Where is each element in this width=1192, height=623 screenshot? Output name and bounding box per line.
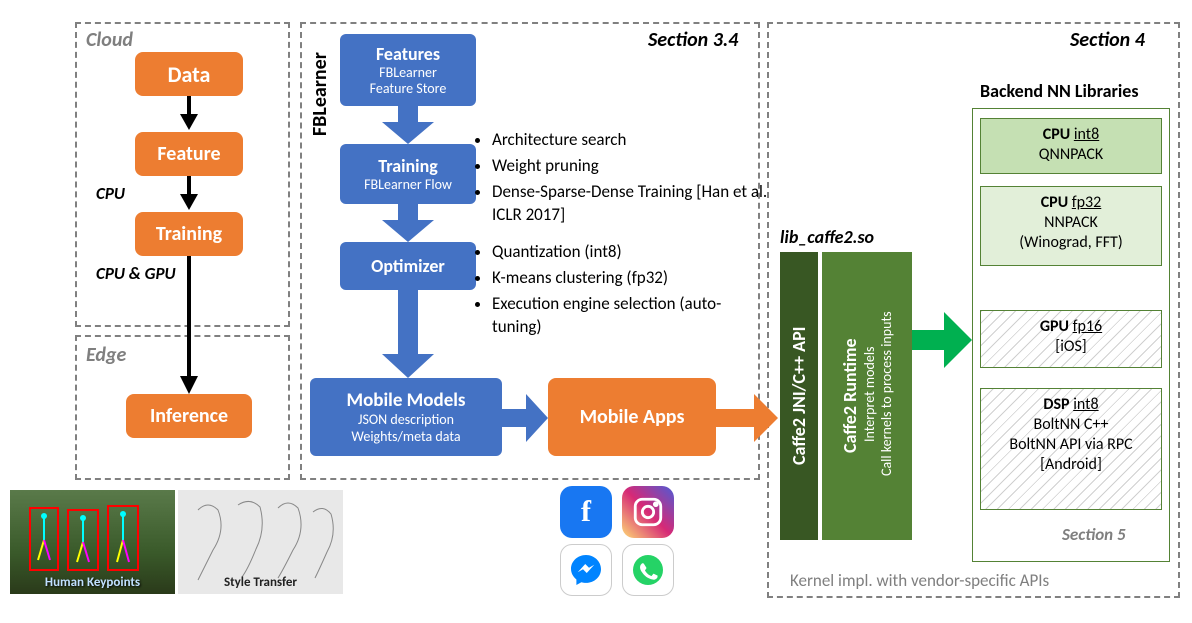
messenger-icon <box>560 544 612 596</box>
box-inference: Inference <box>126 394 252 438</box>
label-section5: Section 5 <box>1062 524 1126 545</box>
arrow-models-apps <box>502 394 548 442</box>
fbl-features-sub1: FBLearner <box>379 65 437 81</box>
arrow-fbl-3 <box>382 290 434 378</box>
bullet: Weight pruning <box>492 154 768 178</box>
box-training-left: Training <box>135 212 243 256</box>
box-feature: Feature <box>135 132 243 176</box>
thumb-hk-label: Human Keypoints <box>45 575 140 590</box>
mobile-apps-label: Mobile Apps <box>580 405 685 429</box>
fbl-training-title: Training <box>378 155 438 177</box>
b0-suf: int8 <box>1074 125 1099 144</box>
backend-dsp-int8: DSP int8 BoltNN C++ BoltNN API via RPC [… <box>980 388 1162 510</box>
box-training-left-label: Training <box>156 222 222 246</box>
b2-suf: fp16 <box>1073 317 1103 336</box>
box-data-label: Data <box>168 61 211 88</box>
b3-hdr: DSP <box>1043 395 1069 414</box>
fbl-features-title: Features <box>376 43 440 65</box>
fbl-optimizer-title: Optimizer <box>371 255 445 277</box>
instagram-icon <box>622 486 674 538</box>
facebook-icon: f <box>560 486 612 538</box>
bullet: Quantization (int8) <box>492 240 758 264</box>
backend-cpu-fp32: CPU fp32 NNPACK (Winograd, FFT) <box>980 186 1162 266</box>
label-cpugpu: CPU & GPU <box>96 263 176 284</box>
b2-hdr: GPU <box>1040 317 1069 336</box>
label-sec4: Section 4 <box>1070 28 1145 52</box>
bullet: Dense-Sparse-Dense Training [Han et al. … <box>492 180 768 228</box>
b1-suf: fp32 <box>1072 193 1102 212</box>
fbl-features-sub2: Feature Store <box>370 81 447 97</box>
label-sec34: Section 3.4 <box>648 28 738 52</box>
lib-caffe2-label: lib_caffe2.so <box>780 226 874 248</box>
b2-body: [iOS] <box>985 337 1157 357</box>
caffe2-api-label: Caffe2 JNI/C++ API <box>788 327 810 465</box>
b1-hdr: CPU <box>1041 193 1068 212</box>
arrow-caffe2-libs <box>912 312 972 368</box>
arrow-data-feature <box>178 96 200 132</box>
bullet: Architecture search <box>492 128 768 152</box>
caffe2-runtime-label: Caffe2 Runtime <box>839 339 861 454</box>
arrow-fbl-2 <box>382 204 434 242</box>
arrow-fbl-1 <box>382 106 434 144</box>
b0-hdr: CPU <box>1043 125 1070 144</box>
b0-body: QNNPACK <box>985 145 1157 165</box>
thumb-human-keypoints: Human Keypoints <box>10 490 175 594</box>
backend-gpu-fp16: GPU fp16 [iOS] <box>980 310 1162 368</box>
box-feature-label: Feature <box>157 142 220 166</box>
bullet: Execution engine selection (auto-tuning) <box>492 292 758 340</box>
arrow-training-inference <box>178 256 200 396</box>
thumb-style-transfer: Style Transfer <box>178 490 343 594</box>
mobile-models-sub2: Weights/meta data <box>351 429 460 445</box>
label-cpu: CPU <box>96 183 125 204</box>
kernel-note: Kernel impl. with vendor-specific APIs <box>790 570 1049 591</box>
box-caffe2-runtime: Caffe2 Runtime Interpret models Call ker… <box>822 252 912 540</box>
backend-title: Backend NN Libraries <box>980 80 1139 102</box>
b1-body: NNPACK (Winograd, FFT) <box>985 213 1157 253</box>
box-fbl-features: Features FBLearner Feature Store <box>340 34 476 106</box>
panel-cloud-label: Cloud <box>86 28 133 52</box>
fbl-training-sub1: FBLearner Flow <box>364 177 452 193</box>
mobile-models-title: Mobile Models <box>346 389 465 412</box>
box-data: Data <box>135 52 243 96</box>
box-mobile-models: Mobile Models JSON description Weights/m… <box>310 378 502 456</box>
box-fbl-training: Training FBLearner Flow <box>340 144 476 204</box>
whatsapp-icon <box>622 544 674 596</box>
caffe2-runtime-sub: Interpret models Call kernels to process… <box>861 312 895 477</box>
training-bullets: Architecture search Weight pruning Dense… <box>468 128 768 229</box>
b3-suf: int8 <box>1073 395 1098 414</box>
box-caffe2-api: Caffe2 JNI/C++ API <box>780 252 818 540</box>
box-fbl-optimizer: Optimizer <box>340 242 476 290</box>
optimizer-bullets: Quantization (int8) K-means clustering (… <box>468 240 758 341</box>
backend-cpu-int8: CPU int8 QNNPACK <box>980 118 1162 174</box>
bullet: K-means clustering (fp32) <box>492 266 758 290</box>
label-fblearner: FBLearner <box>308 28 332 136</box>
b3-body: BoltNN C++ BoltNN API via RPC [Android] <box>985 415 1157 475</box>
arrow-apps-caffe2 <box>716 394 778 442</box>
box-mobile-apps: Mobile Apps <box>548 378 716 456</box>
panel-edge-label: Edge <box>86 343 126 367</box>
box-inference-label: Inference <box>150 404 228 428</box>
thumb-st-label: Style Transfer <box>224 575 297 590</box>
mobile-models-sub1: JSON description <box>358 412 454 428</box>
